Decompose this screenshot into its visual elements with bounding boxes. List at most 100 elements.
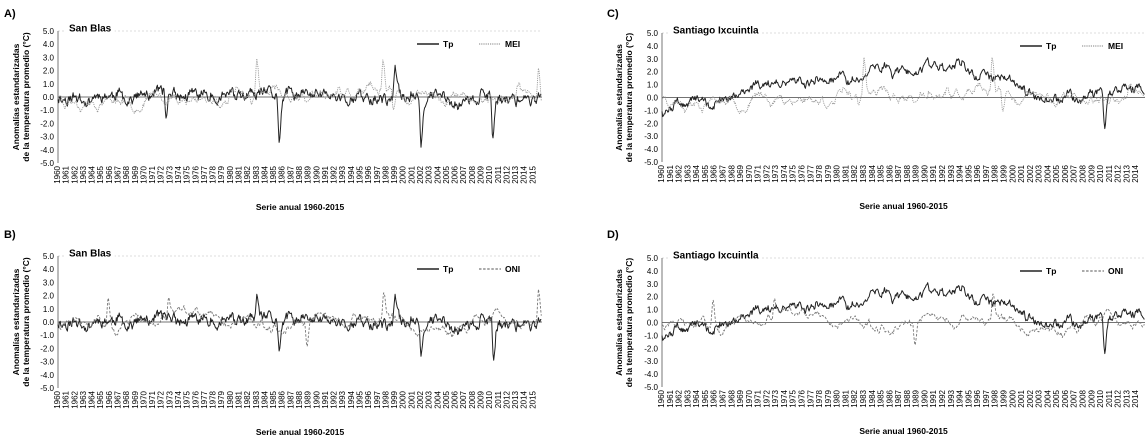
panel-letter: C)	[607, 8, 619, 20]
x-tick-label: 2004	[1043, 389, 1052, 407]
x-tick-label: 1963	[79, 165, 88, 183]
y-tick-label: -3.0	[40, 358, 54, 367]
y-tick-label: 4.0	[647, 42, 659, 51]
x-tick-label: 1991	[929, 164, 938, 182]
x-tick-label: 2007	[1070, 389, 1079, 407]
x-tick-label: 1973	[771, 389, 780, 407]
y-tick-label: 3.0	[43, 278, 55, 287]
x-tick-label: 1983	[252, 390, 261, 408]
x-tick-label: 2000	[1008, 164, 1017, 182]
chart-panel-a: A) Anomalías estandarizadasde la temperat…	[0, 0, 545, 218]
x-tick-label: 1981	[235, 390, 244, 408]
x-tick-label: 1968	[122, 390, 131, 408]
y-tick-label: -4.0	[644, 370, 658, 379]
y-tick-label: 2.0	[647, 68, 659, 77]
legend-background	[413, 264, 539, 277]
x-tick-label: 2000	[399, 165, 408, 183]
x-tick-label: 1983	[859, 389, 868, 407]
chart-svg: D) Anomalías estandarizadasde la temperat…	[607, 229, 1145, 436]
x-tick-label: 2001	[1017, 164, 1026, 182]
y-tick-label: -1.0	[40, 106, 54, 115]
x-tick-label: 1978	[209, 390, 218, 408]
x-tick-label: 1988	[903, 389, 912, 407]
x-tick-label: 1985	[877, 389, 886, 407]
x-tick-label: 1968	[727, 164, 736, 182]
x-tick-label: 1972	[762, 164, 771, 182]
x-tick-label: 2008	[1079, 164, 1088, 182]
y-tick-label: 0.0	[43, 318, 55, 327]
x-tick-label: 2009	[1087, 164, 1096, 182]
x-tick-label: 1985	[877, 164, 886, 182]
x-tick-label: 1986	[885, 389, 894, 407]
x-tick-label: 1980	[833, 164, 842, 182]
y-tick-label: -3.0	[644, 357, 658, 366]
x-tick-label: 1960	[657, 389, 666, 407]
x-tick-label: 2009	[1087, 389, 1096, 407]
x-tick-label: 2009	[477, 390, 486, 408]
x-tick-label: 1962	[675, 389, 684, 407]
series-line-tp	[661, 57, 1145, 130]
x-tick-label: 1982	[850, 389, 859, 407]
x-tick-label: 1975	[789, 164, 798, 182]
x-tick-label: 1997	[982, 389, 991, 407]
x-tick-label: 1999	[999, 389, 1008, 407]
series-line-oni	[661, 293, 1145, 346]
x-tick-label: 1961	[666, 164, 675, 182]
x-tick-label: 1976	[191, 390, 200, 408]
x-tick-label: 1999	[390, 165, 399, 183]
x-tick-label: 1980	[833, 389, 842, 407]
x-tick-label: 1966	[710, 389, 719, 407]
x-tick-label: 1987	[286, 165, 295, 183]
x-tick-label: 1991	[321, 165, 330, 183]
x-tick-label: 2005	[442, 390, 451, 408]
y-axis-label: Anomalías estandarizadasde la temperatur…	[11, 32, 31, 162]
x-tick-label: 1982	[243, 165, 252, 183]
x-tick-label: 2015	[528, 165, 537, 183]
x-tick-label: 1979	[217, 390, 226, 408]
x-tick-label: 2005	[1052, 164, 1061, 182]
x-tick-label: 1965	[701, 164, 710, 182]
x-tick-label: 1978	[815, 389, 824, 407]
x-tick-label: 1966	[105, 165, 114, 183]
x-tick-label: 2015	[528, 390, 537, 408]
y-tick-label: -2.0	[40, 344, 54, 353]
x-tick-label: 2012	[502, 165, 511, 183]
title-background	[66, 247, 115, 261]
series-line-tp	[661, 282, 1145, 355]
x-tick-label: 1989	[912, 389, 921, 407]
x-tick-label: 1973	[771, 164, 780, 182]
x-tick-label: 1969	[131, 390, 140, 408]
y-tick-label: 3.0	[647, 55, 659, 64]
x-tick-label: 2003	[425, 165, 434, 183]
legend: Tp MEI	[1016, 41, 1142, 54]
x-axis-label: Serie anual 1960-2015	[256, 427, 345, 437]
x-tick-label: 1995	[356, 165, 365, 183]
legend-background	[413, 39, 539, 52]
series-line-oni	[57, 288, 542, 347]
x-tick-label: 1964	[692, 164, 701, 182]
x-tick-label: 1996	[364, 390, 373, 408]
x-tick-label: 2012	[502, 390, 511, 408]
x-tick-label: 1975	[183, 165, 192, 183]
x-tick-label: 1990	[920, 389, 929, 407]
x-tick-label: 1990	[920, 164, 929, 182]
x-tick-label: 1994	[347, 165, 356, 183]
x-tick-label: 1966	[710, 164, 719, 182]
x-tick-label: 1981	[841, 164, 850, 182]
legend-label-mei: MEI	[505, 39, 520, 49]
x-tick-label: 1961	[62, 390, 71, 408]
x-tick-label: 1977	[200, 165, 209, 183]
x-tick-label: 1996	[973, 164, 982, 182]
chart-title: Santiago Ixcuintla	[673, 26, 759, 37]
x-tick-label: 1997	[982, 164, 991, 182]
x-tick-label: 1975	[183, 390, 192, 408]
x-tick-label: 2011	[494, 390, 503, 408]
y-tick-label: -3.0	[644, 132, 658, 141]
x-tick-label: 1972	[762, 389, 771, 407]
x-tick-label: 1979	[824, 164, 833, 182]
x-tick-label: 1990	[312, 390, 321, 408]
chart-title: Santiago Ixcuintla	[673, 251, 759, 262]
x-tick-label: 1964	[88, 165, 97, 183]
y-tick-label: 2.0	[43, 67, 55, 76]
x-tick-label: 1998	[991, 164, 1000, 182]
